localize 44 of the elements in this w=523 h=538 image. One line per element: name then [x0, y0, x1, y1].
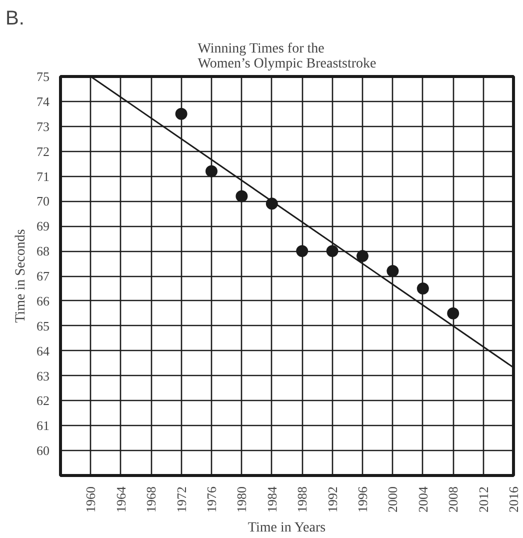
x-tick-label: 1988 — [294, 486, 310, 512]
y-tick-label: 72 — [36, 144, 50, 159]
y-tick-label: 73 — [36, 118, 50, 134]
point — [447, 307, 460, 320]
x-tick-label: 2004 — [415, 486, 430, 512]
x-tick-label: 1992 — [324, 486, 340, 512]
x-tick-label: 2016 — [506, 486, 521, 512]
point — [416, 282, 429, 294]
y-tick-label: 68 — [36, 244, 50, 259]
y-axis-title: Time in Seconds — [14, 229, 28, 323]
x-tick-label: 1996 — [355, 486, 370, 512]
point — [175, 108, 188, 120]
y-tick-label: 64 — [36, 343, 50, 358]
x-tick-label: 1964 — [113, 486, 128, 512]
point — [206, 165, 218, 178]
y-tick-label: 75 — [36, 69, 50, 84]
y-tick-label: 61 — [36, 418, 50, 434]
point — [236, 190, 248, 202]
x-tick-label: 1984 — [264, 486, 280, 512]
y-tick-label: 71 — [36, 168, 50, 184]
x-tick-label: 1960 — [83, 486, 98, 512]
x-tick-label: 2000 — [385, 486, 400, 512]
x-tick-label: 1972 — [174, 486, 189, 512]
y-tick-label: 60 — [36, 443, 50, 458]
y-tick-label: 62 — [36, 393, 50, 408]
point — [356, 250, 368, 262]
y-tick-label: 74 — [36, 94, 50, 109]
x-tick-label: 1968 — [144, 486, 159, 512]
text: B. — [6, 8, 24, 30]
point — [296, 245, 308, 258]
y-tick-label: 63 — [36, 368, 50, 384]
point — [326, 245, 338, 258]
y-tick-label: 65 — [36, 318, 50, 334]
y-tick-label: 69 — [36, 218, 50, 234]
y-tick-label: 70 — [36, 194, 50, 209]
x-tick-label: 2008 — [446, 486, 461, 512]
x-tick-label: 1976 — [204, 486, 219, 512]
chart-title: Winning Times for the Women’s Olympic Breaststroke — [198, 42, 376, 72]
point — [386, 265, 399, 277]
x-tick-label: 2012 — [476, 486, 491, 512]
y-tick-label: 66 — [36, 293, 50, 308]
x-axis-title: Time in Years — [248, 520, 326, 536]
x-tick-label: 1980 — [234, 486, 250, 512]
y-tick-label: 67 — [36, 268, 50, 284]
